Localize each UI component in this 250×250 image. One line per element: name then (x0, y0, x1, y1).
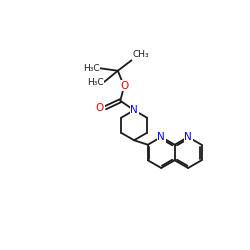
Text: O: O (96, 103, 104, 113)
Text: CH₃: CH₃ (133, 50, 150, 59)
Text: N: N (184, 132, 192, 142)
Text: N: N (158, 132, 165, 142)
Text: H₃C: H₃C (83, 64, 100, 73)
Text: N: N (130, 105, 138, 115)
Text: H₃C: H₃C (88, 78, 104, 86)
Text: O: O (120, 81, 129, 91)
